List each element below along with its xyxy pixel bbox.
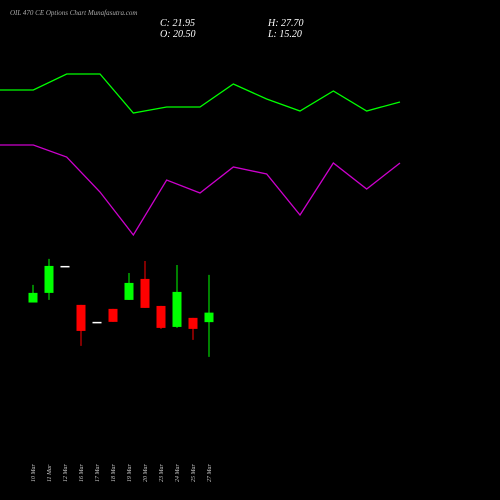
date-label: 10 Mar [31, 464, 37, 482]
date-label: 12 Mar [63, 464, 69, 482]
date-label: 18 Mar [111, 464, 117, 482]
date-label: 20 Mar [143, 464, 149, 482]
low-label: L: 15.20 [267, 29, 302, 40]
candle-body [108, 308, 118, 322]
candle-body [44, 265, 54, 293]
date-label: 23 Mar [159, 464, 165, 482]
date-label: 27 Mar [207, 464, 213, 482]
date-label: 16 Mar [79, 464, 85, 482]
candle-body [60, 265, 70, 268]
indicator-line [0, 73, 401, 114]
candle-body [124, 282, 134, 300]
indicator-line [0, 144, 401, 237]
candle-body [76, 304, 86, 331]
close-label: C: 21.95 [160, 18, 195, 29]
candle-body [156, 305, 166, 328]
date-label: 11 Mar [47, 464, 53, 482]
open-label: O: 20.50 [160, 29, 196, 40]
date-label: 25 Mar [191, 464, 197, 482]
candle-body [188, 317, 198, 329]
candle-body [172, 291, 182, 327]
candle-body [92, 321, 102, 324]
chart-title: OIL 470 CE Options Chart Munafasutra.com [10, 9, 137, 17]
candle-body [140, 278, 150, 308]
date-label: 19 Mar [127, 464, 133, 482]
high-label: H: 27.70 [267, 18, 304, 29]
date-label: 17 Mar [95, 464, 101, 482]
date-label: 24 Mar [174, 464, 181, 482]
candle-body [204, 312, 214, 323]
candle-body [28, 292, 38, 303]
